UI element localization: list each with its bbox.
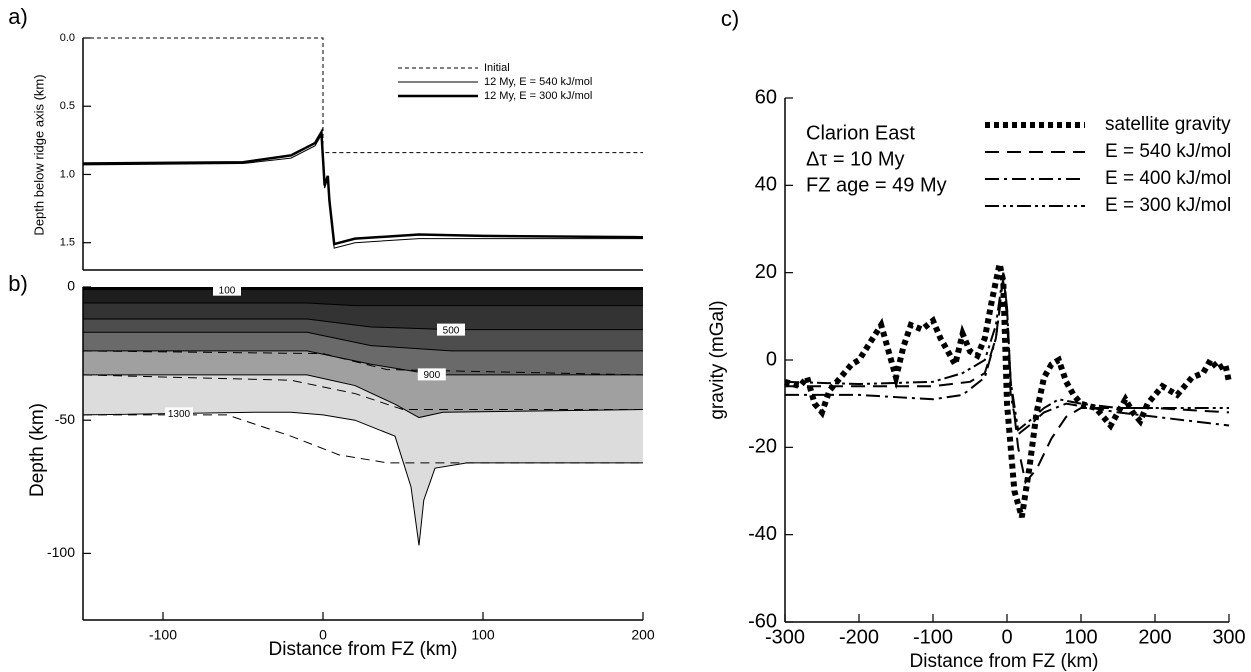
contour-band: [83, 412, 643, 620]
contour-label-box: [437, 323, 465, 336]
x-tick-label: -100: [149, 627, 177, 643]
initial-isotherm: [83, 374, 643, 411]
series-line: [784, 263, 1232, 519]
contour-label-box: [165, 407, 193, 420]
contour-label-box: [213, 283, 241, 296]
legend-label: E = 540 kJ/mol: [1105, 141, 1231, 162]
series-line: [83, 37, 643, 154]
isotherm: [83, 318, 643, 331]
y-tick-label: 0: [766, 348, 777, 370]
legend-label: satellite gravity: [1105, 114, 1231, 135]
x-tick-label: 0: [1001, 626, 1012, 648]
annotation: FZ age = 49 My: [806, 174, 947, 196]
y-axis-label: Depth below ridge axis (km): [31, 74, 46, 235]
y-axis-label: Depth (km): [27, 403, 48, 497]
panel-label: b): [8, 271, 28, 296]
contour-label-box: [417, 368, 446, 381]
x-tick-label: -300: [765, 626, 805, 648]
contour-label: 900: [423, 370, 440, 381]
legend-label: E = 300 kJ/mol: [1105, 195, 1231, 216]
y-tick-label: 1.0: [60, 168, 75, 180]
series-line: [82, 133, 643, 249]
contour-plot: [83, 287, 643, 620]
y-tick-label: -20: [748, 436, 777, 458]
series-line: [784, 272, 1229, 432]
panel-label: c): [721, 6, 739, 31]
y-tick-label: 0: [67, 278, 75, 294]
isotherm: [83, 374, 643, 419]
x-tick-label: 0: [319, 627, 327, 643]
y-tick-label: 40: [755, 174, 777, 196]
isotherm: [83, 302, 643, 307]
series-line: [82, 127, 644, 246]
x-tick-label: 200: [1138, 626, 1171, 648]
x-axis-label: Distance from FZ (km): [269, 639, 458, 660]
isotherm: [83, 350, 643, 376]
isotherm: [83, 411, 643, 546]
y-axis-label: gravity (mGal): [707, 300, 728, 419]
contour-label: 500: [443, 325, 460, 336]
initial-isotherm: [83, 414, 643, 464]
x-tick-label: -200: [839, 626, 879, 648]
initial-isotherm: [83, 350, 643, 376]
isotherm: [83, 331, 643, 352]
y-tick-label: 0.5: [60, 100, 75, 112]
y-tick-label: -50: [55, 411, 75, 427]
y-tick-label: -100: [47, 544, 75, 560]
contour-label: 1300: [168, 409, 191, 420]
contour-label: 100: [219, 285, 236, 296]
x-tick-label: 100: [471, 627, 495, 643]
annotation: Δτ = 10 My: [806, 148, 905, 170]
y-tick-label: 20: [755, 261, 777, 283]
legend-label: E = 400 kJ/mol: [1105, 168, 1231, 189]
annotation: Clarion East: [806, 122, 915, 144]
y-tick-label: -40: [748, 523, 777, 545]
x-tick-label: 200: [631, 627, 655, 643]
x-tick-label: 300: [1212, 626, 1245, 648]
legend-label: 12 My, E = 300 kJ/mol: [484, 90, 592, 102]
y-tick-label: 0.0: [60, 32, 75, 44]
panel-label: a): [8, 4, 28, 29]
y-tick-label: 1.5: [60, 237, 75, 249]
y-tick-label: -60: [748, 610, 777, 632]
x-tick-label: -100: [913, 626, 953, 648]
y-tick-label: 60: [755, 86, 777, 108]
x-tick-label: 100: [1064, 626, 1097, 648]
series-line: [785, 276, 1230, 485]
legend-label: 12 My, E = 540 kJ/mol: [484, 76, 592, 88]
legend-label: Initial: [484, 62, 510, 74]
x-axis-label: Distance from FZ (km): [910, 651, 1099, 672]
